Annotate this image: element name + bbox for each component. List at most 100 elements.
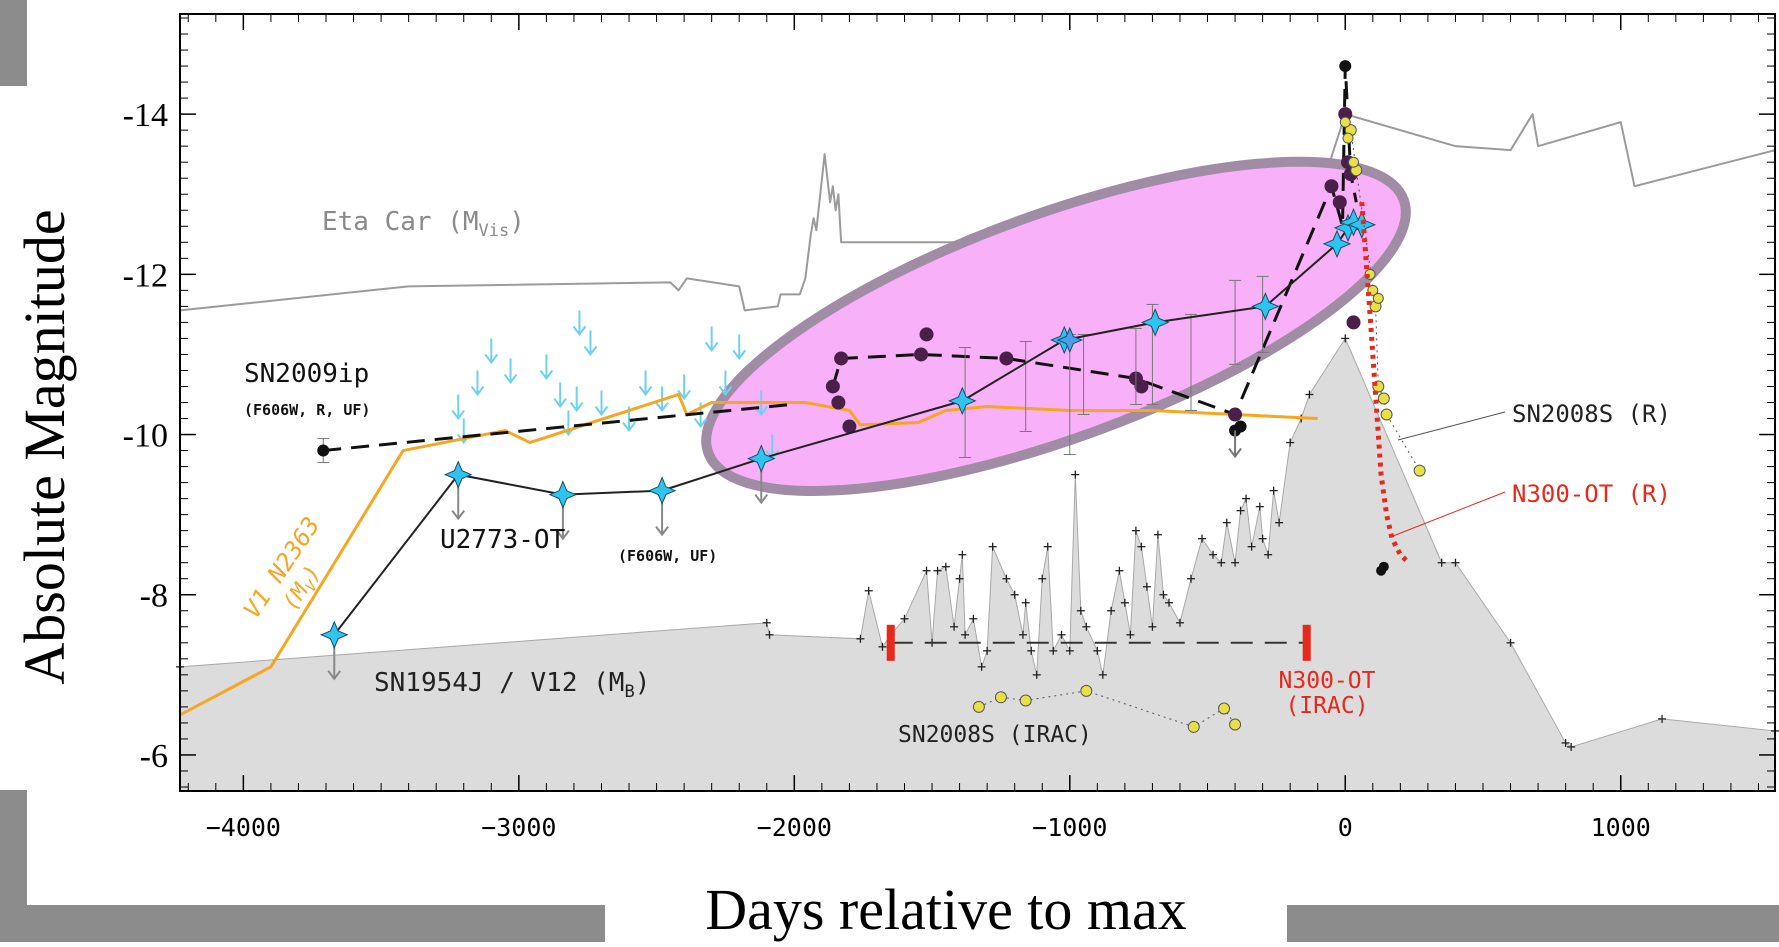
sn2009ip-2012-point — [834, 351, 849, 366]
y-tick-label: -10 — [123, 418, 168, 455]
sn2008s-point — [1377, 392, 1390, 405]
sn2008s-irac-label: SN2008S (IRAC) — [898, 722, 1092, 748]
upper-limit-arrow-head — [572, 325, 587, 337]
frame-bar-top-left — [0, 0, 27, 86]
n300-irac-marker — [1302, 624, 1311, 661]
u2773-star — [1251, 292, 1280, 321]
sn2008s-r-leader — [1397, 411, 1506, 441]
x-axis-label: Days relative to max — [705, 877, 1187, 942]
u2773-filters-label: (F606W, UF) — [618, 547, 717, 565]
late-dark-point — [1378, 561, 1389, 572]
u2773-label: U2773-OT — [440, 525, 566, 555]
sn2008s-point — [1372, 292, 1384, 304]
sn2008s-point — [1339, 116, 1351, 128]
n300-r-leader — [1392, 491, 1506, 537]
x-tick-label: −4000 — [206, 813, 281, 842]
upper-limit-arrow-head — [704, 341, 719, 353]
u2773-upper-limit-head — [754, 493, 769, 505]
eta-car-label: Eta Car (MVis) — [322, 207, 525, 241]
u2773-star — [747, 444, 776, 473]
u2773-star — [548, 480, 578, 509]
upper-limit-arrow-head — [451, 409, 466, 421]
sn2009ip-2012-point — [1332, 195, 1347, 210]
sn2009ip-2012-point — [999, 351, 1014, 366]
sn2008s-point — [1413, 464, 1426, 477]
sn2008s-point — [1342, 132, 1354, 144]
n300-r-label: N300-OT (R) — [1512, 480, 1671, 508]
u2773-star — [1140, 308, 1170, 337]
y-tick-label: -6 — [140, 738, 168, 775]
upper-limit-arrow-head — [484, 353, 499, 365]
sn2009ip-2012-point — [825, 379, 840, 394]
n300-r-line — [1359, 202, 1411, 565]
y-tick-label: -12 — [123, 257, 168, 294]
n300-irac-label: N300-OT — [1279, 668, 1376, 694]
y-axis-label: Absolute Magnitude — [12, 209, 77, 684]
x-tick-label: −2000 — [757, 813, 832, 842]
highlight-ellipse — [701, 156, 1411, 496]
u2773-star-extra — [1056, 326, 1084, 354]
u2773-star — [1347, 210, 1377, 239]
x-tick-label: −1000 — [1032, 813, 1107, 842]
plot-area — [176, 60, 1779, 792]
u2773-star — [1322, 229, 1352, 259]
upper-limit-arrow-head — [594, 405, 609, 417]
frame-bar-bottom-right — [1287, 905, 1779, 942]
sn2008s-r-label: SN2008S (R) — [1512, 400, 1671, 428]
n300-irac-marker — [886, 624, 895, 661]
upper-limit-arrow-head — [693, 417, 708, 429]
sn2008s-point — [1348, 156, 1360, 168]
sn2009ip-2012-point — [1134, 379, 1149, 394]
u2773-upper-limit-head — [451, 509, 466, 521]
x-tick-label: −3000 — [481, 813, 556, 842]
upper-limit-arrow-head — [470, 385, 485, 397]
sn2008s-irac-point — [1080, 684, 1093, 697]
sn2009ip-2012-point — [1346, 315, 1361, 330]
x-tick-label: 1000 — [1591, 813, 1651, 842]
y-tick-label: -8 — [140, 578, 168, 615]
upper-limit-arrow-head — [569, 401, 584, 413]
u2773-star — [320, 620, 349, 650]
upper-limit-arrow-head — [677, 389, 691, 401]
sn2008s-irac-point — [1019, 694, 1032, 707]
upper-limit-arrow-head — [622, 421, 636, 433]
sn2009ip-2012-point — [1324, 179, 1339, 194]
sn2009ip-2012-point — [919, 327, 934, 342]
sn1954j-area — [179, 337, 1776, 792]
upper-limit-arrow-head — [553, 397, 567, 409]
axes: −4000 −3000 −2000 −1000 0 1000 -14 -12 -10 -8 -6 — [123, 14, 1775, 842]
sn2009ip-filters-label: (F606W, R, UF) — [244, 401, 370, 419]
upper-limit-arrow-head — [503, 373, 518, 385]
upper-limit-arrow-head — [718, 385, 733, 397]
upper-limit-arrow-head — [583, 345, 598, 357]
upper-limit-arrow-head — [655, 401, 669, 413]
upper-limit-arrow-head — [638, 385, 653, 397]
sn2009ip-dark-point — [1339, 60, 1352, 73]
sn2009ip-dark-point — [1234, 420, 1247, 433]
sn2008s-irac-point — [1218, 702, 1231, 715]
frame-bar-bottom-left — [0, 905, 605, 942]
sn2008s-irac-point — [1187, 720, 1200, 733]
sn2008s-point — [1380, 408, 1393, 421]
sn2009ip-2012-point — [1338, 107, 1353, 122]
upper-limit-arrow-head — [539, 369, 554, 381]
sn2008s-irac-point — [972, 700, 985, 713]
sn2009ip-point — [317, 444, 330, 457]
sn2009ip-label: SN2009ip — [244, 359, 369, 389]
sn2009ip-2012-point — [914, 347, 929, 362]
upper-limit-arrow-head — [732, 349, 747, 361]
sn2009ip-line — [323, 402, 795, 453]
sn1954j-label: SN1954J / V12 (MB) — [374, 668, 650, 702]
sn2009ip-upper-limit-head — [1228, 447, 1242, 459]
sn2009ip-2012-point — [842, 419, 857, 434]
u2773-star — [647, 476, 677, 505]
sn2008s-irac-point — [1229, 718, 1242, 731]
sn2009ip-2012-point — [1228, 407, 1243, 422]
u2773-upper-limit-head — [556, 530, 570, 541]
sn2009ip-2012-point — [831, 395, 846, 410]
y-tick-label: -14 — [123, 97, 168, 134]
u2773-star — [443, 460, 473, 489]
eta-car-line — [179, 113, 1776, 312]
